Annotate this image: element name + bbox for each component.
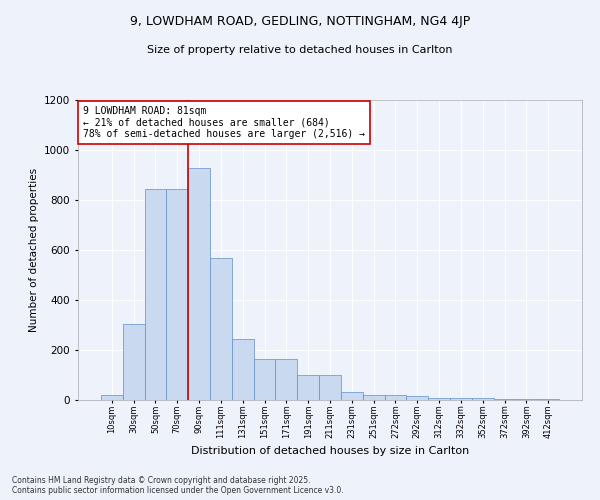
Bar (297, 375, 319, 400)
Text: Contains HM Land Registry data © Crown copyright and database right 2025.
Contai: Contains HM Land Registry data © Crown c… (12, 476, 344, 495)
Bar (363, 394, 385, 400)
X-axis label: Distribution of detached houses by size in Carlton: Distribution of detached houses by size … (191, 446, 469, 456)
Bar (319, 375, 341, 400)
Bar (254, 359, 275, 400)
Bar (450, 398, 472, 400)
Bar (494, 399, 515, 400)
Bar (188, 168, 210, 400)
Bar (166, 188, 188, 400)
Bar (341, 392, 363, 400)
Bar (406, 396, 428, 400)
Text: Size of property relative to detached houses in Carlton: Size of property relative to detached ho… (147, 45, 453, 55)
Bar (275, 359, 297, 400)
Y-axis label: Number of detached properties: Number of detached properties (29, 168, 38, 332)
Bar (537, 399, 559, 400)
Bar (428, 398, 450, 400)
Bar (123, 324, 145, 400)
Bar (101, 395, 123, 400)
Text: 9, LOWDHAM ROAD, GEDLING, NOTTINGHAM, NG4 4JP: 9, LOWDHAM ROAD, GEDLING, NOTTINGHAM, NG… (130, 15, 470, 28)
Bar (210, 258, 232, 400)
Bar (472, 398, 494, 400)
Text: 9 LOWDHAM ROAD: 81sqm
← 21% of detached houses are smaller (684)
78% of semi-det: 9 LOWDHAM ROAD: 81sqm ← 21% of detached … (83, 106, 365, 139)
Bar (515, 399, 537, 400)
Bar (145, 188, 166, 400)
Bar (385, 394, 406, 400)
Bar (232, 339, 254, 400)
